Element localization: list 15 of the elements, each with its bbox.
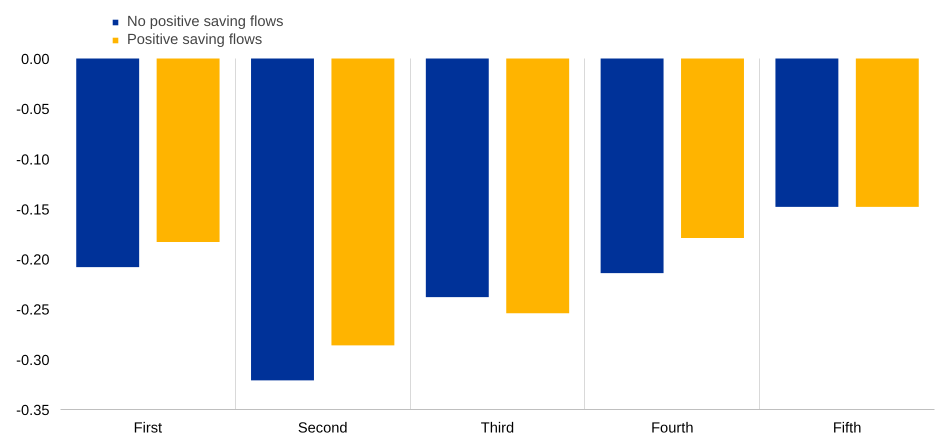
x-tick-label: Third [480, 420, 514, 436]
y-tick-label: -0.35 [16, 403, 50, 419]
legend-label: Positive saving flows [127, 32, 262, 48]
y-tick-label: -0.30 [16, 352, 50, 369]
legend-label: No positive saving flows [127, 14, 284, 30]
x-tick-label: Fifth [832, 420, 862, 436]
y-tick-label: 0.00 [20, 52, 50, 68]
x-tick-label: Fourth [651, 420, 694, 436]
y-tick-label: -0.10 [16, 152, 50, 168]
x-tick-label: First [134, 420, 162, 436]
x-tick-label: Second [298, 420, 348, 436]
y-tick-label: -0.05 [16, 102, 50, 118]
y-tick-label: -0.15 [16, 202, 50, 218]
y-tick-label: -0.20 [16, 252, 50, 269]
y-tick-label: -0.25 [16, 302, 50, 319]
